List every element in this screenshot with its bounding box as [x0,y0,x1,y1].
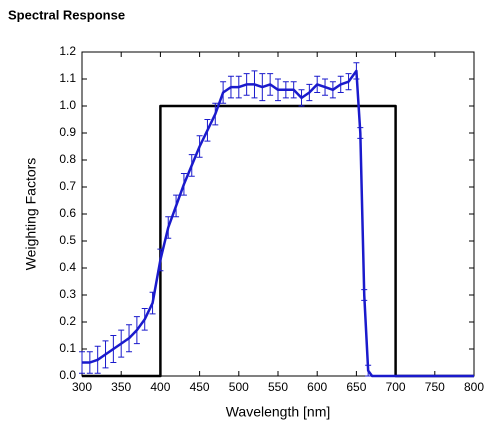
y-axis-label: Weighting Factors [23,158,39,271]
x-tick-label: 650 [346,380,366,394]
error-bar [345,73,352,91]
error-bar [251,70,258,99]
y-tick-label: 0.3 [59,287,76,301]
error-bar [110,335,117,363]
error-bar [141,308,148,331]
x-tick-label: 450 [190,380,210,394]
x-tick-label: 800 [464,380,484,394]
series-line [82,104,474,378]
error-bar [126,324,133,353]
error-bar [204,119,211,142]
y-tick-label: 0.6 [59,206,76,220]
error-bar [212,102,219,126]
y-tick-label: 1.2 [59,44,76,58]
error-bar [365,364,372,377]
error-bar [290,81,297,99]
error-bar [173,194,180,218]
error-bar [165,216,172,239]
x-tick-label: 300 [72,380,92,394]
x-tick-label: 500 [229,380,249,394]
error-bar [275,78,281,102]
x-tick-label: 400 [150,380,170,394]
error-bar [79,351,85,374]
y-tick-label: 1.1 [59,71,76,85]
y-tick-label: 0.0 [59,368,76,382]
chart-title: Spectral Response [8,7,125,22]
error-bar [86,351,93,374]
x-tick-label: 350 [111,380,131,394]
y-tick-label: 0.8 [59,152,76,166]
error-bar [243,73,250,96]
error-bar [314,75,321,93]
error-bar [282,81,289,99]
error-bar [188,154,195,177]
y-tick-label: 1.0 [59,98,76,112]
y-tick-label: 0.2 [59,314,76,328]
error-bar [353,62,360,80]
y-tick-label: 0.7 [59,179,76,193]
x-tick-label: 600 [307,380,327,394]
error-bar [337,75,344,93]
error-bar [133,316,140,345]
y-tick-label: 0.9 [59,125,76,139]
error-bar [357,127,364,139]
series-line [82,69,474,378]
error-bar [322,78,329,96]
x-axis-label: Wavelength [nm] [226,404,331,420]
error-bar [102,340,109,369]
error-bar [94,345,101,374]
x-tick-label: 550 [268,380,288,394]
error-bar [298,89,305,107]
error-bar [259,73,266,102]
error-bar [227,75,234,99]
error-bar [235,75,242,99]
error-bar [196,135,203,158]
error-bar [118,329,125,358]
error-bar [361,289,368,301]
x-tick-label: 750 [425,380,445,394]
y-tick-label: 0.1 [59,341,76,355]
error-bar [220,81,227,104]
y-tick-label: 0.5 [59,233,76,247]
error-bar [267,73,274,96]
error-bar [329,81,336,99]
x-tick-label: 700 [386,380,406,394]
error-bar [306,83,313,102]
y-tick-label: 0.4 [59,260,76,274]
error-bar [157,248,164,272]
error-bar [180,173,187,196]
error-bar [149,291,156,315]
